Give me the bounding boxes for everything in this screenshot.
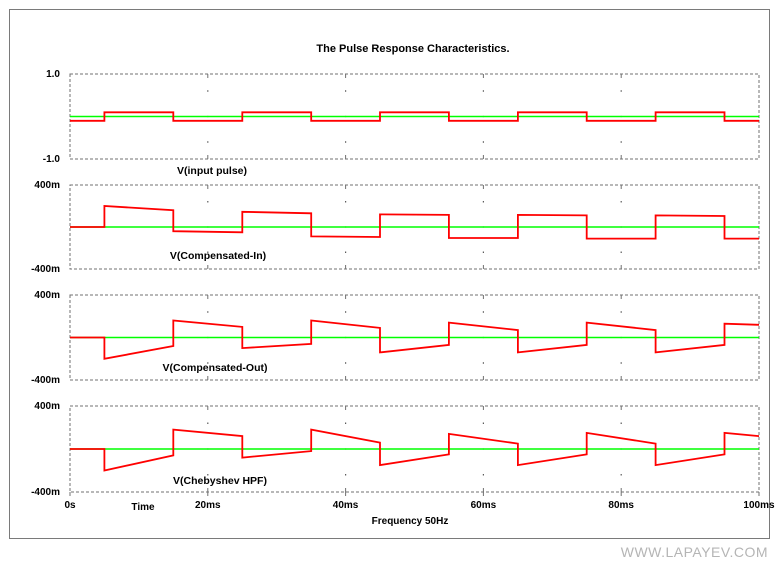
grid-dot [482, 422, 484, 424]
x-tick-label: 80ms [608, 500, 634, 511]
y-tick-label: 400m [34, 401, 60, 412]
grid-dot [345, 422, 347, 424]
series-label: V(Compensated-In) [170, 250, 266, 262]
grid-dot [482, 311, 484, 313]
grid-dot [620, 251, 622, 253]
series-label: V(Chebyshev HPF) [173, 475, 267, 487]
grid-dot [345, 311, 347, 313]
grid-dot [345, 141, 347, 143]
x-tick-label: 60ms [471, 500, 497, 511]
grid-dot [207, 474, 209, 476]
grid-dot [345, 90, 347, 92]
y-tick-label: -400m [31, 487, 60, 498]
x-tick-label: 20ms [195, 500, 221, 511]
grid-dot [207, 422, 209, 424]
grid-dot [207, 90, 209, 92]
x-tick-label: 100ms [743, 500, 775, 511]
grid-dot [620, 422, 622, 424]
grid-dot [207, 141, 209, 143]
grid-dot [482, 474, 484, 476]
grid-dot [207, 362, 209, 364]
x-axis-time-label: Time [131, 502, 155, 513]
series-label: V(Compensated-Out) [163, 362, 268, 374]
grid-dot [482, 201, 484, 203]
x-tick-label: 0s [64, 500, 76, 511]
grid-dot [620, 141, 622, 143]
grid-dot [207, 311, 209, 313]
grid-dot [345, 474, 347, 476]
grid-dot [620, 311, 622, 313]
grid-dot [482, 251, 484, 253]
y-tick-label: -400m [31, 264, 60, 275]
chart-title: The Pulse Response Characteristics. [316, 43, 509, 55]
grid-dot [345, 251, 347, 253]
watermark: WWW.LAPAYEV.COM [620, 544, 768, 560]
x-axis-label: Frequency 50Hz [372, 516, 449, 527]
grid-dot [482, 90, 484, 92]
y-tick-label: -400m [31, 375, 60, 386]
chart-frame [9, 9, 770, 539]
y-tick-label: 400m [34, 290, 60, 301]
grid-dot [207, 251, 209, 253]
series-line [70, 319, 760, 360]
y-tick-label: 400m [34, 180, 60, 191]
series-line [70, 428, 760, 472]
y-tick-label: -1.0 [43, 154, 61, 165]
grid-dot [620, 474, 622, 476]
grid-dot [620, 90, 622, 92]
series-line [70, 111, 759, 122]
grid-dot [482, 362, 484, 364]
series-line [70, 205, 759, 240]
series-label: V(input pulse) [177, 165, 247, 177]
grid-dot [620, 362, 622, 364]
y-tick-label: 1.0 [46, 69, 60, 80]
grid-dot [620, 201, 622, 203]
grid-dot [345, 362, 347, 364]
x-tick-label: 40ms [333, 500, 359, 511]
grid-dot [345, 201, 347, 203]
grid-dot [207, 201, 209, 203]
grid-dot [482, 141, 484, 143]
